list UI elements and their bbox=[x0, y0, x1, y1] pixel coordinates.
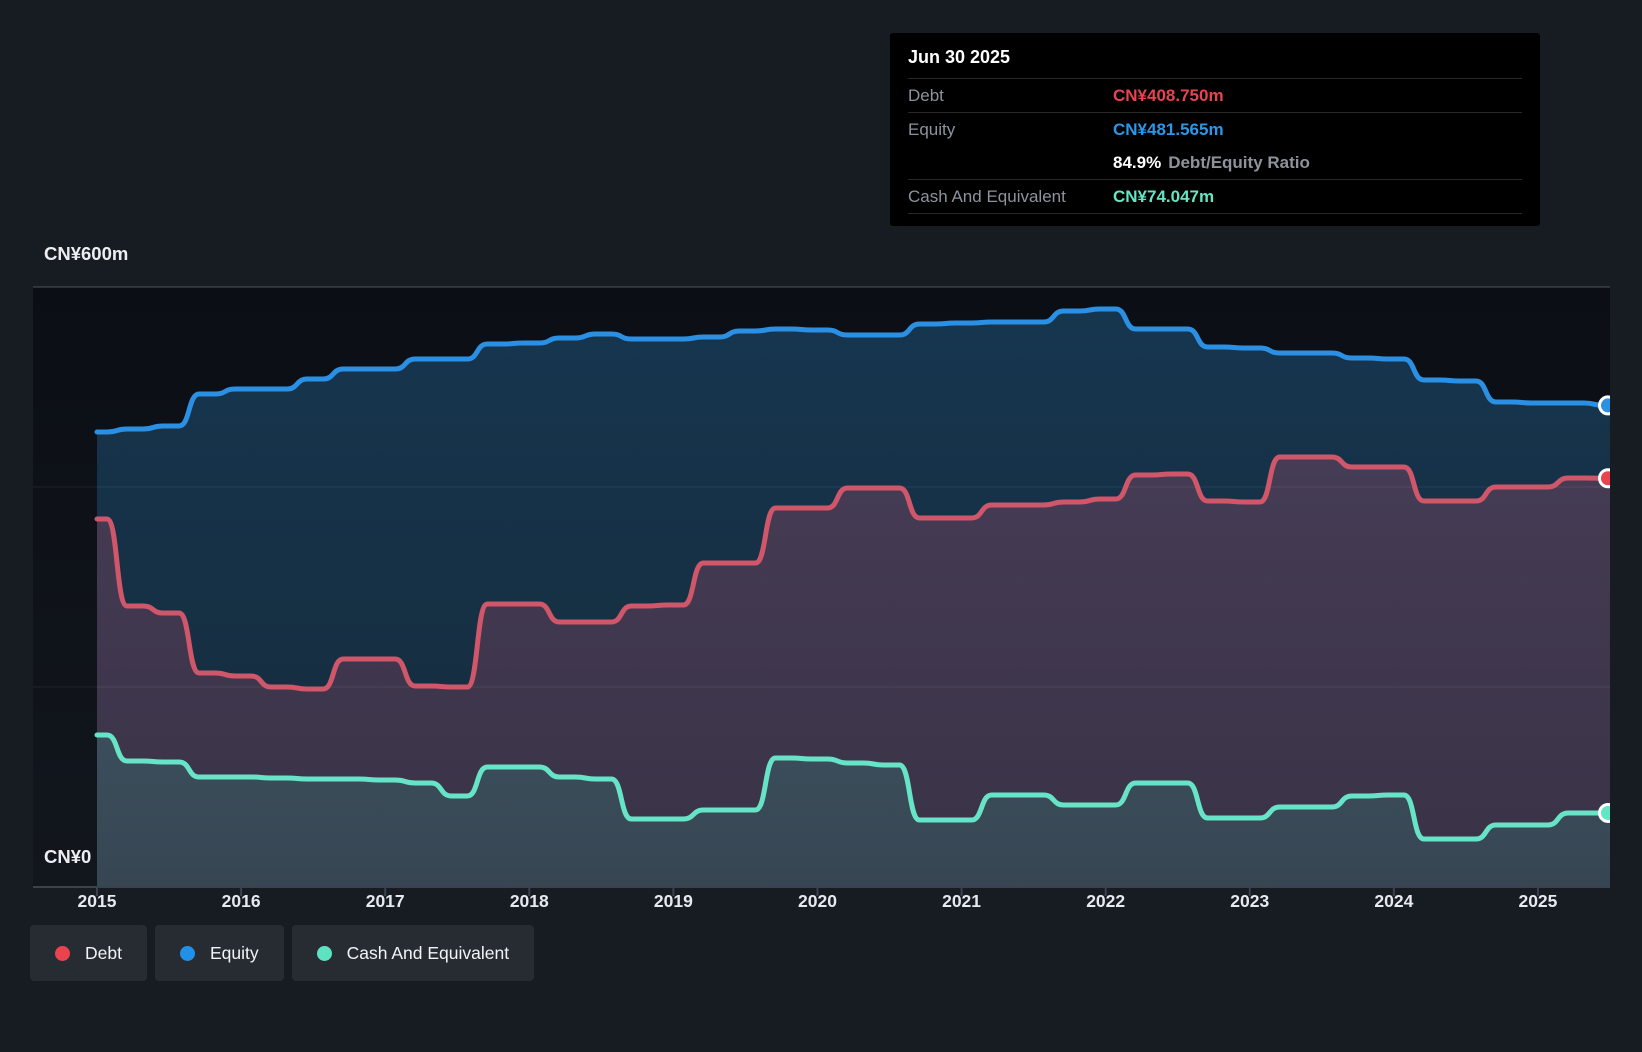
cash-and-equivalent-line bbox=[94, 732, 1610, 842]
tooltip-date: Jun 30 2025 bbox=[908, 47, 1011, 67]
cash-and-equivalent-end-marker bbox=[1598, 802, 1610, 823]
chart-legend: Debt Equity Cash And Equivalent bbox=[30, 925, 535, 981]
tooltip-cash-label: Cash And Equivalent bbox=[908, 186, 1066, 206]
y-axis-bottom-label: CN¥0 bbox=[44, 846, 91, 867]
chart-tooltip: Jun 30 2025 Debt CN¥408.750m Equity CN¥4… bbox=[890, 33, 1540, 226]
legend-equity-label: Equity bbox=[209, 942, 259, 963]
cash-dot-icon bbox=[316, 945, 332, 961]
x-axis-label-2015: 2015 bbox=[78, 891, 117, 911]
debt-dot-icon bbox=[55, 945, 70, 961]
tooltip-equity-value: CN¥481.565m bbox=[1113, 119, 1224, 139]
equity-end-marker bbox=[1598, 395, 1610, 416]
x-axis-label-2022: 2022 bbox=[1086, 891, 1125, 911]
tooltip-ratio-label: Debt/Equity Ratio bbox=[1168, 152, 1310, 172]
legend-debt-label: Debt bbox=[85, 942, 122, 963]
debt-area bbox=[97, 457, 1610, 887]
tooltip-row-ratio: 84.9% Debt/Equity Ratio bbox=[908, 146, 1522, 179]
cash-and-equivalent-area bbox=[97, 735, 1610, 887]
debt-line bbox=[94, 454, 1610, 692]
x-axis-label-2023: 2023 bbox=[1230, 891, 1269, 911]
tooltip-ratio-value: 84.9% bbox=[1113, 152, 1162, 172]
x-axis-label-2016: 2016 bbox=[222, 891, 261, 911]
x-axis-label-2019: 2019 bbox=[654, 891, 693, 911]
tooltip-row-debt: Debt CN¥408.750m bbox=[908, 78, 1522, 112]
debt-end-marker bbox=[1598, 468, 1610, 489]
x-axis-label-2025: 2025 bbox=[1518, 891, 1557, 911]
tooltip-row-cash: Cash And Equivalent CN¥74.047m bbox=[908, 179, 1522, 213]
tooltip-cash-value: CN¥74.047m bbox=[1113, 186, 1215, 206]
x-axis-label-2020: 2020 bbox=[798, 891, 837, 911]
tooltip-debt-value: CN¥408.750m bbox=[1113, 85, 1224, 105]
legend-cash-label: Cash And Equivalent bbox=[346, 942, 510, 963]
equity-line bbox=[94, 306, 1610, 435]
x-axis-label-2021: 2021 bbox=[942, 891, 981, 911]
tooltip-equity-label: Equity bbox=[908, 119, 956, 139]
legend-item-equity[interactable]: Equity bbox=[154, 925, 284, 981]
legend-item-cash[interactable]: Cash And Equivalent bbox=[291, 925, 535, 981]
tooltip-row-equity: Equity CN¥481.565m bbox=[908, 112, 1522, 146]
x-axis-label-2024: 2024 bbox=[1374, 891, 1413, 911]
x-axis-label-2017: 2017 bbox=[366, 891, 405, 911]
x-axis-label-2018: 2018 bbox=[510, 891, 549, 911]
legend-item-debt[interactable]: Debt bbox=[30, 925, 147, 981]
tooltip-debt-label: Debt bbox=[908, 85, 944, 105]
y-axis-top-label: CN¥600m bbox=[44, 243, 128, 264]
equity-dot-icon bbox=[179, 945, 195, 961]
